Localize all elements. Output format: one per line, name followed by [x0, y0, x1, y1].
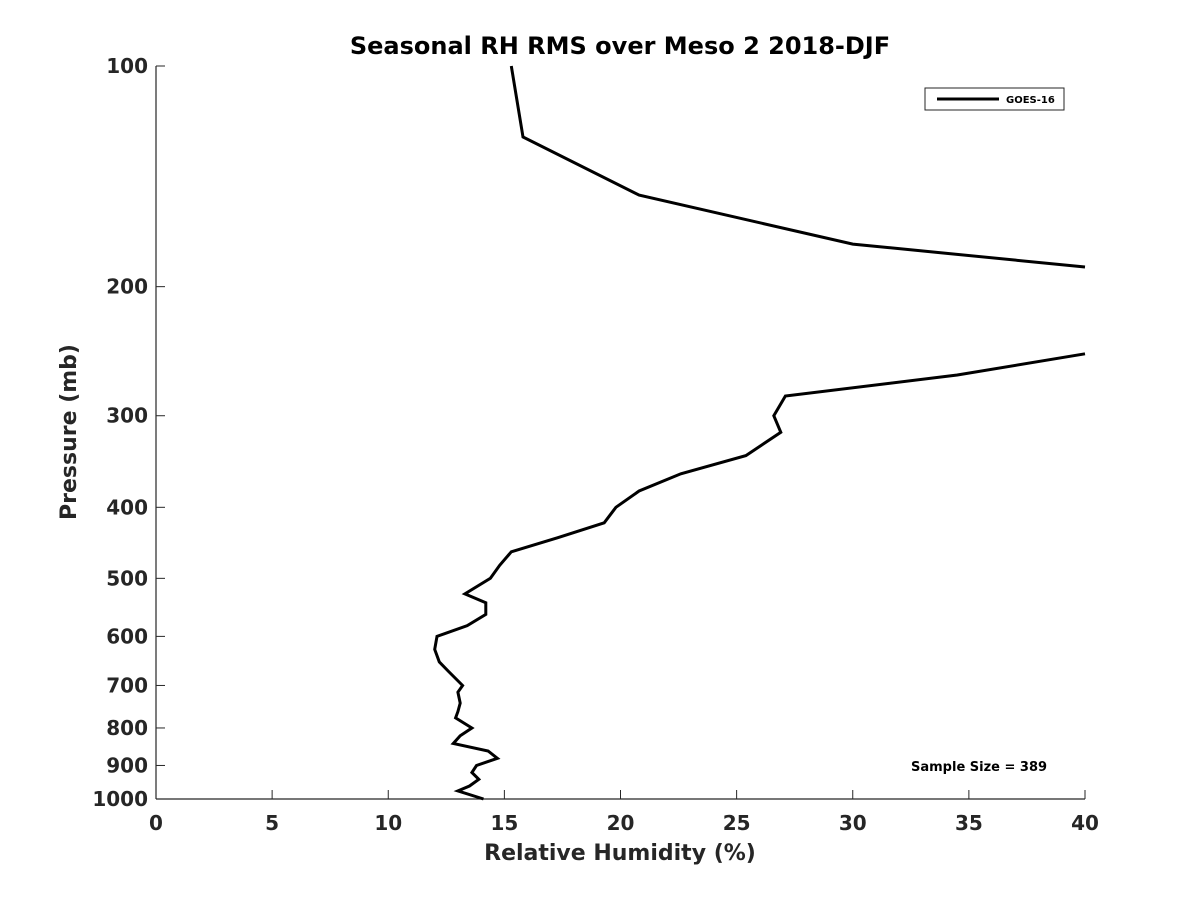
x-tick-label: 40	[1071, 811, 1099, 835]
sample-size-annotation: Sample Size = 389	[911, 760, 1047, 775]
y-tick-label: 700	[106, 673, 148, 697]
y-tick-label: 1000	[92, 787, 148, 811]
x-axis-ticks: 0 5 10 15 20 25 30 35 40	[149, 790, 1099, 835]
y-tick-label: 400	[106, 495, 148, 519]
y-tick-label: 300	[106, 404, 148, 428]
x-tick-label: 0	[149, 811, 163, 835]
series-line-goes-16-segment-2	[433, 352, 1086, 801]
series-line-goes-16-segment-1	[509, 65, 1086, 269]
x-tick-label: 10	[374, 811, 402, 835]
y-tick-label: 900	[106, 753, 148, 777]
series-layer	[433, 65, 1086, 801]
x-tick-label: 5	[265, 811, 279, 835]
x-tick-label: 25	[723, 811, 751, 835]
x-axis-label: Relative Humidity (%)	[484, 841, 756, 866]
y-tick-label: 200	[106, 275, 148, 299]
legend-entry-goes-16: GOES-16	[1006, 95, 1055, 106]
y-tick-label: 100	[106, 54, 148, 78]
y-axis-label: Pressure (mb)	[57, 344, 82, 520]
legend: GOES-16	[924, 87, 1065, 111]
y-axis-ticks: 100 200 300 400 500 600 700 800 900 1000	[92, 54, 165, 811]
y-tick-label: 500	[106, 566, 148, 590]
y-tick-label: 800	[106, 716, 148, 740]
x-tick-label: 20	[607, 811, 635, 835]
x-tick-label: 30	[839, 811, 867, 835]
x-tick-label: 35	[955, 811, 983, 835]
chart-title: Seasonal RH RMS over Meso 2 2018-DJF	[350, 32, 890, 60]
plot-area: 0 5 10 15 20 25 30 35 40 100 200 300 400 500 600 700 80…	[92, 54, 1099, 835]
y-tick-label: 600	[106, 624, 148, 648]
x-tick-label: 15	[490, 811, 518, 835]
